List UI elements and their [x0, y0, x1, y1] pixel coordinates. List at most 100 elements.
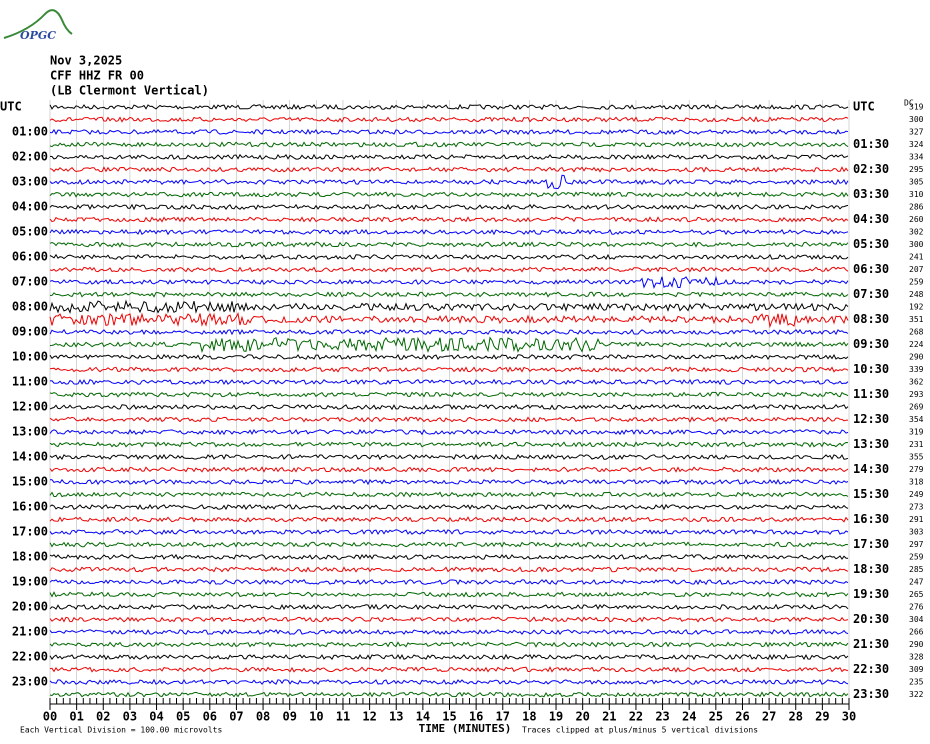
- right-time-label: 08:30: [853, 312, 889, 326]
- dc-value: 304: [909, 615, 924, 624]
- dc-value: 310: [909, 190, 924, 199]
- trace: [49, 228, 849, 236]
- trace: [49, 275, 849, 289]
- left-time-label: 23:00: [12, 675, 48, 689]
- trace: [49, 311, 849, 329]
- trace: [49, 328, 849, 336]
- left-time-label: 16:00: [12, 500, 48, 514]
- x-tick-label: 05: [176, 710, 190, 724]
- right-time-label: 12:30: [853, 412, 889, 426]
- left-time-label: 03:00: [12, 175, 48, 189]
- dc-value: 259: [909, 553, 924, 562]
- dc-value: 297: [909, 540, 924, 549]
- x-tick-label: 12: [362, 710, 376, 724]
- left-time-label: 13:00: [12, 425, 48, 439]
- dc-value: 290: [909, 640, 924, 649]
- trace: [49, 616, 849, 623]
- trace: [49, 428, 849, 436]
- date: Nov 3,2025: [50, 54, 122, 68]
- x-tick-label: 06: [203, 710, 217, 724]
- left-time-label: 17:00: [12, 525, 48, 539]
- x-tick-label: 14: [416, 710, 430, 724]
- left-time-label: 18:00: [12, 550, 48, 564]
- dc-label: DC: [904, 99, 914, 108]
- dc-value: 351: [909, 315, 924, 324]
- dc-value: 265: [909, 590, 924, 599]
- trace: [49, 299, 849, 315]
- x-tick-label: 02: [96, 710, 110, 724]
- trace: [49, 336, 849, 354]
- trace: [49, 103, 849, 111]
- dc-value: 334: [909, 153, 924, 162]
- trace: [49, 241, 849, 248]
- dc-value: 273: [909, 503, 924, 512]
- trace: [49, 553, 849, 561]
- trace: [49, 253, 849, 261]
- right-time-label: UTC: [853, 100, 875, 114]
- x-tick-label: 07: [229, 710, 243, 724]
- right-time-label: 20:30: [853, 612, 889, 626]
- x-tick-label: 27: [762, 710, 776, 724]
- scale-note: Each Vertical Division = 100.00 microvol…: [20, 726, 222, 735]
- dc-value: 192: [909, 303, 924, 312]
- left-time-label: 21:00: [12, 625, 48, 639]
- dc-value: 318: [909, 478, 924, 487]
- dc-value: 319: [909, 103, 924, 112]
- trace: [49, 666, 849, 673]
- dc-value: 268: [909, 328, 924, 337]
- left-time-label: UTC: [0, 100, 22, 114]
- x-tick-label: 25: [709, 710, 723, 724]
- trace: [49, 203, 849, 211]
- right-time-label: 23:30: [853, 687, 889, 701]
- dc-value: 249: [909, 490, 924, 499]
- dc-value: 302: [909, 228, 924, 237]
- dc-value: 279: [909, 465, 924, 474]
- trace: [49, 166, 849, 173]
- right-time-label: 01:30: [853, 137, 889, 151]
- left-time-label: 15:00: [12, 475, 48, 489]
- dc-value: 309: [909, 665, 924, 674]
- dc-value: 259: [909, 278, 924, 287]
- x-tick-label: 01: [69, 710, 83, 724]
- trace: [49, 378, 849, 386]
- dc-value: 269: [909, 403, 924, 412]
- trace: [49, 266, 849, 273]
- x-tick-label: 30: [842, 710, 856, 724]
- right-time-label: 07:30: [853, 287, 889, 301]
- right-time-label: 18:30: [853, 562, 889, 576]
- dc-value: 291: [909, 515, 924, 524]
- logo: OPGC: [20, 29, 56, 42]
- x-tick-label: 19: [549, 710, 563, 724]
- left-time-label: 10:00: [12, 350, 48, 364]
- left-time-label: 04:00: [12, 200, 48, 214]
- left-time-label: 06:00: [12, 250, 48, 264]
- trace: [49, 491, 849, 498]
- station: CFF HHZ FR 00: [50, 69, 144, 83]
- trace: [49, 641, 849, 648]
- trace: [49, 691, 849, 698]
- dc-value: 328: [909, 653, 924, 662]
- trace: [50, 291, 849, 298]
- dc-value: 355: [909, 453, 924, 462]
- x-tick-label: 00: [43, 710, 57, 724]
- left-time-label: 09:00: [12, 325, 48, 339]
- trace: [49, 678, 849, 685]
- dc-value: 300: [909, 115, 924, 124]
- right-time-label: 06:30: [853, 262, 889, 276]
- x-tick-label: 16: [469, 710, 483, 724]
- x-tick-label: 11: [336, 710, 350, 724]
- dc-value: 247: [909, 578, 924, 587]
- x-tick-label: 04: [149, 710, 163, 724]
- right-time-label: 04:30: [853, 212, 889, 226]
- right-time-label: 15:30: [853, 487, 889, 501]
- trace: [49, 116, 849, 123]
- trace: [49, 466, 849, 473]
- trace: [49, 128, 849, 136]
- trace: [49, 353, 849, 361]
- left-time-label: 07:00: [12, 275, 48, 289]
- x-tick-label: 18: [522, 710, 536, 724]
- left-time-label: 05:00: [12, 225, 48, 239]
- right-time-label: 05:30: [853, 237, 889, 251]
- dc-value: 290: [909, 353, 924, 362]
